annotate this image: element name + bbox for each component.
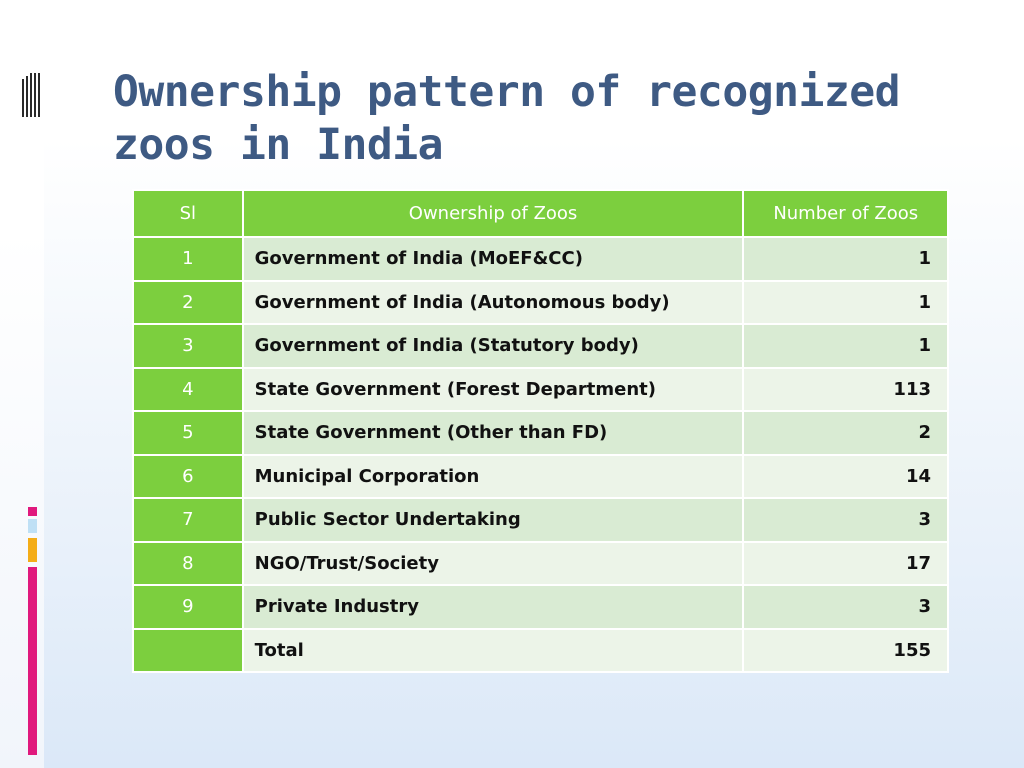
- row-ownership: Municipal Corporation: [241, 453, 745, 499]
- accent-strip-pink-small: [28, 507, 37, 516]
- row-count: 1: [742, 323, 949, 369]
- header-ownership: Ownership of Zoos: [241, 189, 745, 238]
- header-number: Number of Zoos: [742, 189, 949, 238]
- slide-title: Ownership pattern of recognized zoos in …: [113, 67, 901, 170]
- row-count: 1: [742, 279, 949, 325]
- table-row: 7 Public Sector Undertaking 3: [132, 497, 949, 543]
- row-sl: 6: [132, 453, 244, 499]
- table-row: 5 State Government (Other than FD) 2: [132, 410, 949, 456]
- header-sl: Sl: [132, 189, 244, 238]
- row-ownership: Public Sector Undertaking: [241, 497, 745, 543]
- row-sl: 3: [132, 323, 244, 369]
- table-total-row: Total 155: [132, 627, 949, 673]
- table-row: 3 Government of India (Statutory body) 1: [132, 323, 949, 369]
- row-count: 1: [742, 236, 949, 282]
- table-row: 4 State Government (Forest Department) 1…: [132, 366, 949, 412]
- table-row: 2 Government of India (Autonomous body) …: [132, 279, 949, 325]
- row-count: 14: [742, 453, 949, 499]
- table-row: 8 NGO/Trust/Society 17: [132, 540, 949, 586]
- table-header-row: Sl Ownership of Zoos Number of Zoos: [132, 189, 949, 238]
- row-ownership: Government of India (MoEF&CC): [241, 236, 745, 282]
- total-sl: [132, 627, 244, 673]
- accent-strip-pink-long: [28, 567, 37, 755]
- row-ownership: Private Industry: [241, 584, 745, 630]
- row-sl: 8: [132, 540, 244, 586]
- table-row: 9 Private Industry 3: [132, 584, 949, 630]
- accent-strip-blue: [28, 519, 37, 533]
- row-count: 17: [742, 540, 949, 586]
- row-sl: 4: [132, 366, 244, 412]
- accent-strip-orange: [28, 538, 37, 562]
- row-ownership: State Government (Forest Department): [241, 366, 745, 412]
- row-sl: 1: [132, 236, 244, 282]
- row-count: 3: [742, 497, 949, 543]
- total-label: Total: [241, 627, 745, 673]
- table-row: 6 Municipal Corporation 14: [132, 453, 949, 499]
- row-sl: 7: [132, 497, 244, 543]
- row-ownership: State Government (Other than FD): [241, 410, 745, 456]
- row-ownership: Government of India (Autonomous body): [241, 279, 745, 325]
- row-count: 2: [742, 410, 949, 456]
- total-count: 155: [742, 627, 949, 673]
- row-ownership: Government of India (Statutory body): [241, 323, 745, 369]
- table-row: 1 Government of India (MoEF&CC) 1: [132, 236, 949, 282]
- row-count: 3: [742, 584, 949, 630]
- row-sl: 2: [132, 279, 244, 325]
- row-sl: 5: [132, 410, 244, 456]
- row-sl: 9: [132, 584, 244, 630]
- row-count: 113: [742, 366, 949, 412]
- row-ownership: NGO/Trust/Society: [241, 540, 745, 586]
- zoo-ownership-table: Sl Ownership of Zoos Number of Zoos 1 Go…: [132, 189, 949, 673]
- vertical-bars-icon: [22, 73, 42, 117]
